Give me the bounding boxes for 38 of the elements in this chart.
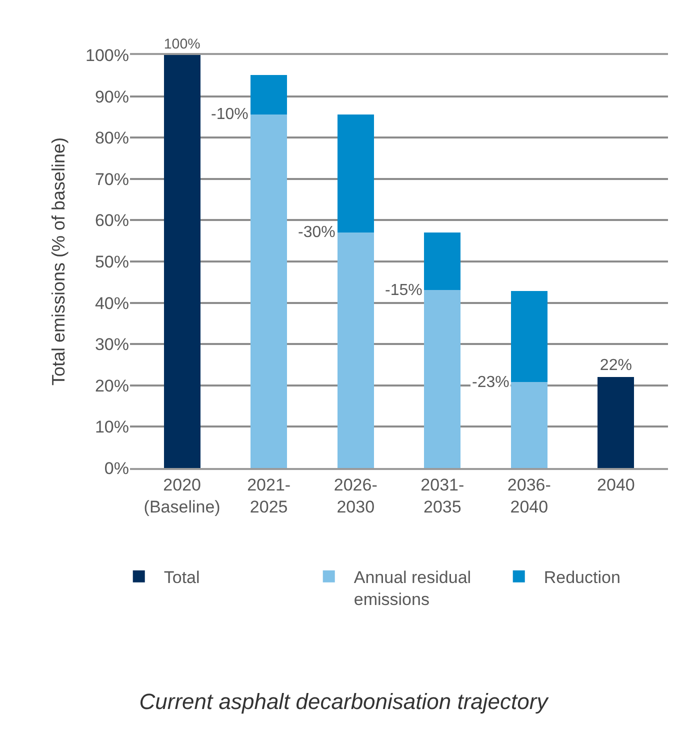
y-tick-label: 90% (94, 87, 129, 106)
bar (424, 290, 461, 468)
y-tick-label: 40% (94, 294, 129, 313)
x-tick-label: 2036- 2040 (507, 475, 551, 516)
legend-label: Annual residual emissions (354, 568, 472, 610)
bar (510, 290, 548, 382)
legend-label: Total (164, 568, 200, 588)
x-tick-label: 2020 (Baseline) (144, 475, 220, 516)
bar (337, 114, 374, 233)
data-label: 22% (600, 357, 632, 374)
y-tick-label: 70% (94, 170, 129, 189)
y-tick-label: 80% (94, 128, 129, 148)
y-tick-label: 60% (94, 211, 129, 230)
bar (424, 232, 461, 290)
y-tick-label: 0% (104, 458, 129, 478)
bar (510, 382, 548, 468)
x-tick-label: 2021- 2025 (247, 475, 291, 516)
annotation: -30% (298, 224, 336, 241)
text: Current asphalt decarbonisation trajectory (139, 689, 550, 714)
y-tick-label: 30% (94, 335, 129, 354)
y-axis-title: Total emissions (% of baseline) (48, 137, 69, 386)
bar (250, 75, 288, 114)
x-tick-label: 2026- 2030 (334, 475, 378, 516)
annotation: -10% (211, 106, 248, 123)
annotation: -15% (385, 282, 422, 299)
y-tick-label: 20% (94, 376, 129, 396)
bar (337, 232, 374, 468)
annotation: -23% (472, 374, 510, 391)
legend-label: Reduction (544, 568, 620, 588)
y-tick-label: 50% (94, 252, 129, 272)
data-label: 100% (164, 36, 201, 52)
bar (250, 114, 288, 468)
bar (164, 55, 200, 468)
x-tick-label: 2031- 2035 (420, 475, 464, 516)
y-tick-label: 100% (86, 46, 129, 65)
x-tick-label: 2040 (597, 475, 635, 494)
y-tick-label: 10% (94, 418, 129, 437)
bar (598, 377, 634, 468)
